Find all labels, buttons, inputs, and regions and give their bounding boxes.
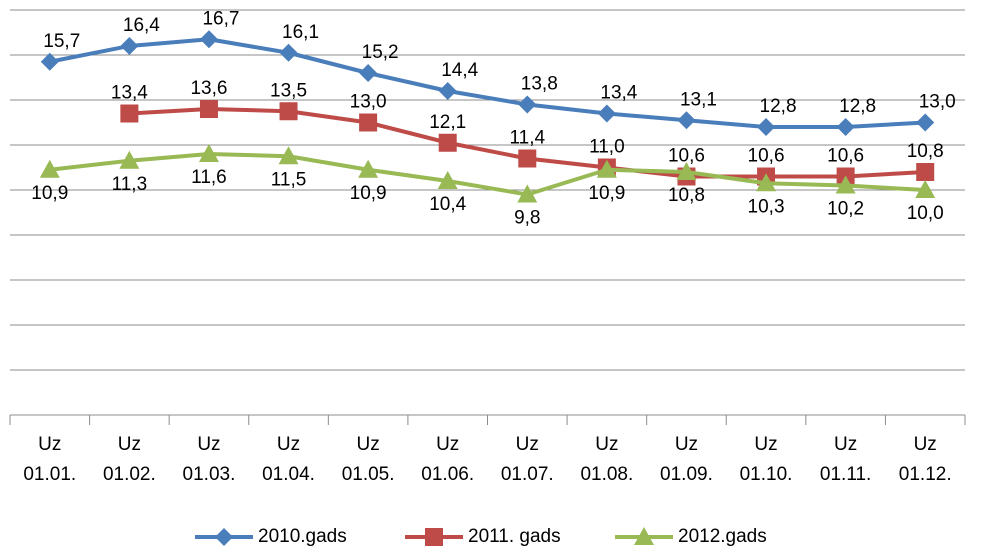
x-tick-label: Uz 01.04. (262, 434, 315, 485)
data-label: 10,9 (31, 183, 68, 204)
legend-label: 2011. gads (468, 526, 561, 547)
data-label: 13,0 (919, 92, 956, 113)
marker (835, 175, 856, 194)
data-label: 10,9 (588, 183, 625, 204)
data-label: 13,8 (521, 74, 558, 95)
marker (119, 150, 140, 169)
data-label: 13,4 (111, 83, 148, 104)
marker (518, 95, 537, 114)
marker (757, 118, 776, 136)
x-tick-label: Uz 01.10. (739, 434, 793, 485)
x-tick-label: Uz 01.02. (102, 434, 156, 485)
marker (756, 173, 777, 192)
data-label: 10,4 (429, 194, 466, 215)
marker (916, 163, 935, 181)
x-tick-label: Uz 01.08. (580, 434, 634, 485)
marker (677, 111, 696, 130)
marker (199, 100, 218, 118)
marker (279, 102, 298, 121)
data-label: 11,5 (271, 169, 307, 190)
data-label: 16,4 (123, 15, 160, 36)
data-label: 10,6 (827, 146, 864, 167)
marker (359, 113, 378, 132)
data-label: 15,7 (43, 31, 80, 52)
x-tick-label: Uz 01.09. (660, 434, 713, 485)
marker (215, 528, 233, 546)
marker (358, 159, 379, 178)
marker (40, 52, 59, 71)
data-label: 10,6 (668, 146, 705, 167)
marker (198, 144, 219, 162)
data-label: 13,0 (350, 92, 387, 113)
data-label: 12,1 (429, 112, 466, 133)
marker (438, 82, 457, 100)
series-line (49, 152, 926, 197)
x-tick-label: Uz 01.12. (898, 434, 952, 485)
data-label: 11,3 (112, 174, 148, 195)
data-label: 10,2 (827, 199, 864, 220)
data-label: 10,9 (350, 183, 387, 204)
x-tick-label: Uz 01.01. (23, 434, 77, 485)
data-label: 12,8 (839, 96, 876, 117)
data-label: 11,6 (191, 167, 227, 188)
marker (836, 118, 855, 136)
x-tick-label: Uz 01.07. (500, 434, 554, 485)
x-tick-label: Uz 01.11. (819, 434, 872, 485)
data-label: 10,0 (907, 203, 944, 224)
marker (916, 113, 935, 132)
marker (596, 159, 617, 178)
data-label: 10,8 (907, 141, 944, 162)
marker (634, 527, 654, 545)
marker (438, 133, 457, 152)
data-label: 10,6 (748, 146, 785, 167)
x-tick-label: Uz 01.06. (421, 434, 475, 485)
marker (278, 146, 299, 165)
data-label: 13,4 (600, 83, 637, 104)
data-label: 12,8 (760, 96, 797, 117)
marker (437, 171, 458, 189)
marker (676, 162, 697, 180)
marker (915, 180, 936, 198)
data-label: 16,7 (202, 8, 239, 29)
data-label: 15,2 (362, 42, 399, 63)
marker (425, 528, 443, 546)
data-label: 11,4 (510, 128, 546, 149)
data-label: 11,0 (589, 137, 625, 158)
series-line (49, 37, 926, 129)
data-label: 14,4 (441, 60, 478, 81)
marker (518, 149, 537, 168)
data-label: 10,3 (748, 196, 785, 217)
x-tick-label: Uz 01.03. (182, 434, 236, 485)
data-label: 13,6 (190, 78, 227, 99)
x-tick-label: Uz 01.05. (341, 434, 395, 485)
legend-label: 2012.gads (678, 526, 767, 547)
legend-label: 2010.gads (258, 526, 347, 547)
marker (120, 37, 139, 55)
data-label: 10,8 (668, 185, 705, 206)
data-label: 9,8 (514, 208, 540, 229)
data-label: 16,1 (282, 22, 319, 43)
marker (517, 184, 538, 203)
marker (359, 64, 378, 82)
marker (120, 104, 139, 123)
marker (597, 104, 616, 123)
marker (199, 30, 218, 49)
marker (39, 159, 60, 178)
data-label: 13,1 (680, 89, 717, 110)
marker (279, 43, 298, 62)
data-label: 13,5 (270, 80, 307, 101)
